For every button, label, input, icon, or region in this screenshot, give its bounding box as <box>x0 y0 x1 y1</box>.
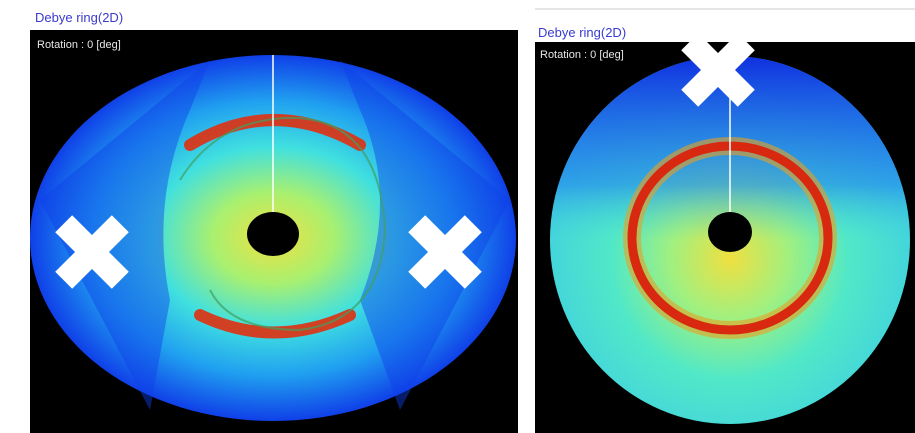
beam-stop <box>708 212 752 252</box>
rotation-label: Rotation : 0 [deg] <box>37 39 121 51</box>
screenshot: Debye ring(2D) Rotation : 0 [deg] Debye … <box>0 0 915 433</box>
panel-left: Debye ring(2D) Rotation : 0 [deg] <box>30 10 518 433</box>
panel-title: Debye ring(2D) <box>35 10 123 25</box>
rotation-label: Rotation : 0 [deg] <box>540 49 624 61</box>
beam-stop <box>247 212 299 256</box>
panel-right: Debye ring(2D) Rotation : 0 [deg] <box>535 9 915 433</box>
panel-title: Debye ring(2D) <box>538 25 626 40</box>
